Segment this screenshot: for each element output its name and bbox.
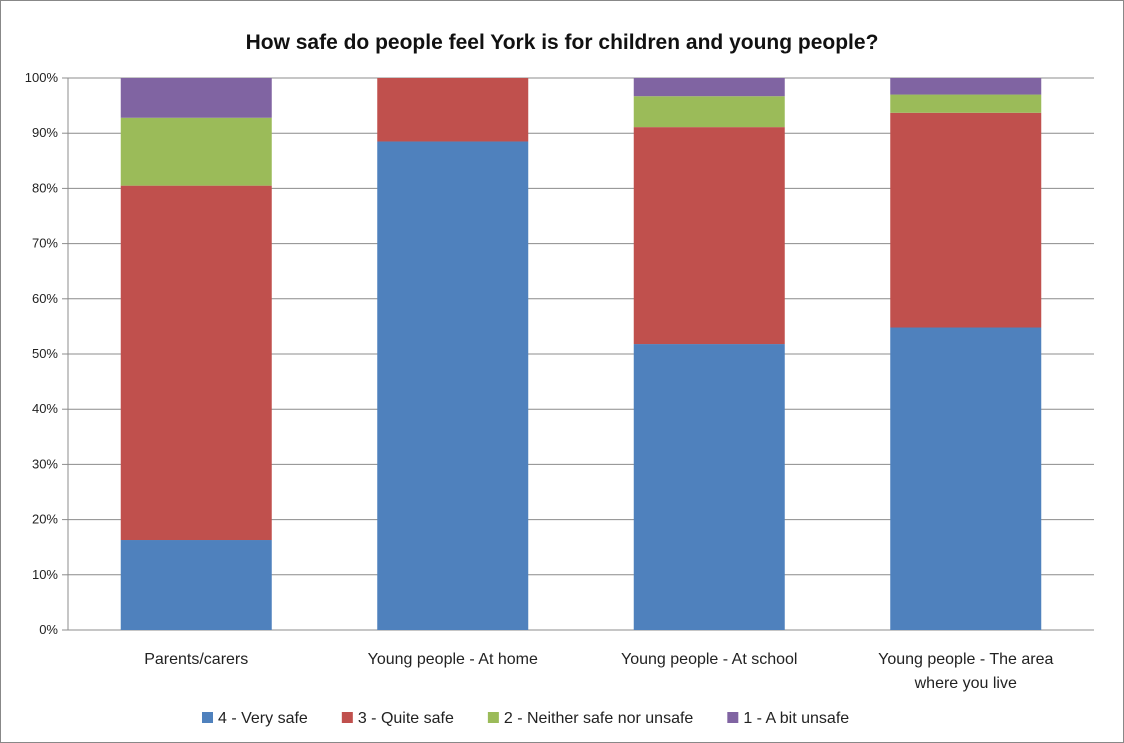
y-tick-label: 40% (32, 401, 58, 416)
y-tick-label: 0% (39, 622, 58, 637)
bar-segment (120, 185, 272, 541)
y-tick-label: 60% (32, 291, 58, 306)
bar-segment (120, 78, 272, 118)
y-tick-label: 70% (32, 236, 58, 251)
y-tick-label: 100% (25, 70, 59, 85)
bar-segment (377, 78, 529, 142)
x-category-label: Parents/carers (144, 651, 248, 668)
bar-segment (633, 344, 785, 630)
bar-segment (633, 127, 785, 345)
legend-swatch (487, 712, 499, 723)
bar-segment (120, 117, 272, 186)
legend-label: 4 - Very safe (218, 710, 308, 727)
y-tick-label: 80% (32, 180, 58, 195)
x-category-label: where you live (914, 675, 1017, 692)
bar-segment (890, 78, 1042, 95)
y-tick-label: 10% (32, 567, 58, 582)
y-tick-label: 90% (32, 125, 58, 140)
legend-swatch (202, 712, 213, 723)
bar-segment (377, 141, 529, 631)
x-category-label: Young people - At school (621, 651, 797, 668)
bar-segment (633, 96, 785, 128)
bar-segment (890, 94, 1042, 113)
legend-swatch (341, 712, 353, 723)
y-tick-label: 20% (32, 512, 58, 527)
legend-label: 3 - Quite safe (358, 710, 454, 727)
bar-segment (120, 540, 272, 630)
legend-label: 1 - A bit unsafe (743, 710, 849, 727)
y-tick-label: 50% (32, 346, 58, 361)
x-category-label: Young people - The area (878, 651, 1053, 668)
bar-segment (890, 327, 1042, 630)
legend-label: 2 - Neither safe nor unsafe (504, 710, 694, 727)
bar-segment (890, 112, 1042, 328)
chart-title: How safe do people feel York is for chil… (245, 31, 879, 54)
x-category-label: Young people - At home (368, 651, 538, 668)
legend-swatch (727, 712, 739, 723)
bar-segment (633, 78, 785, 97)
y-tick-label: 30% (32, 456, 58, 471)
